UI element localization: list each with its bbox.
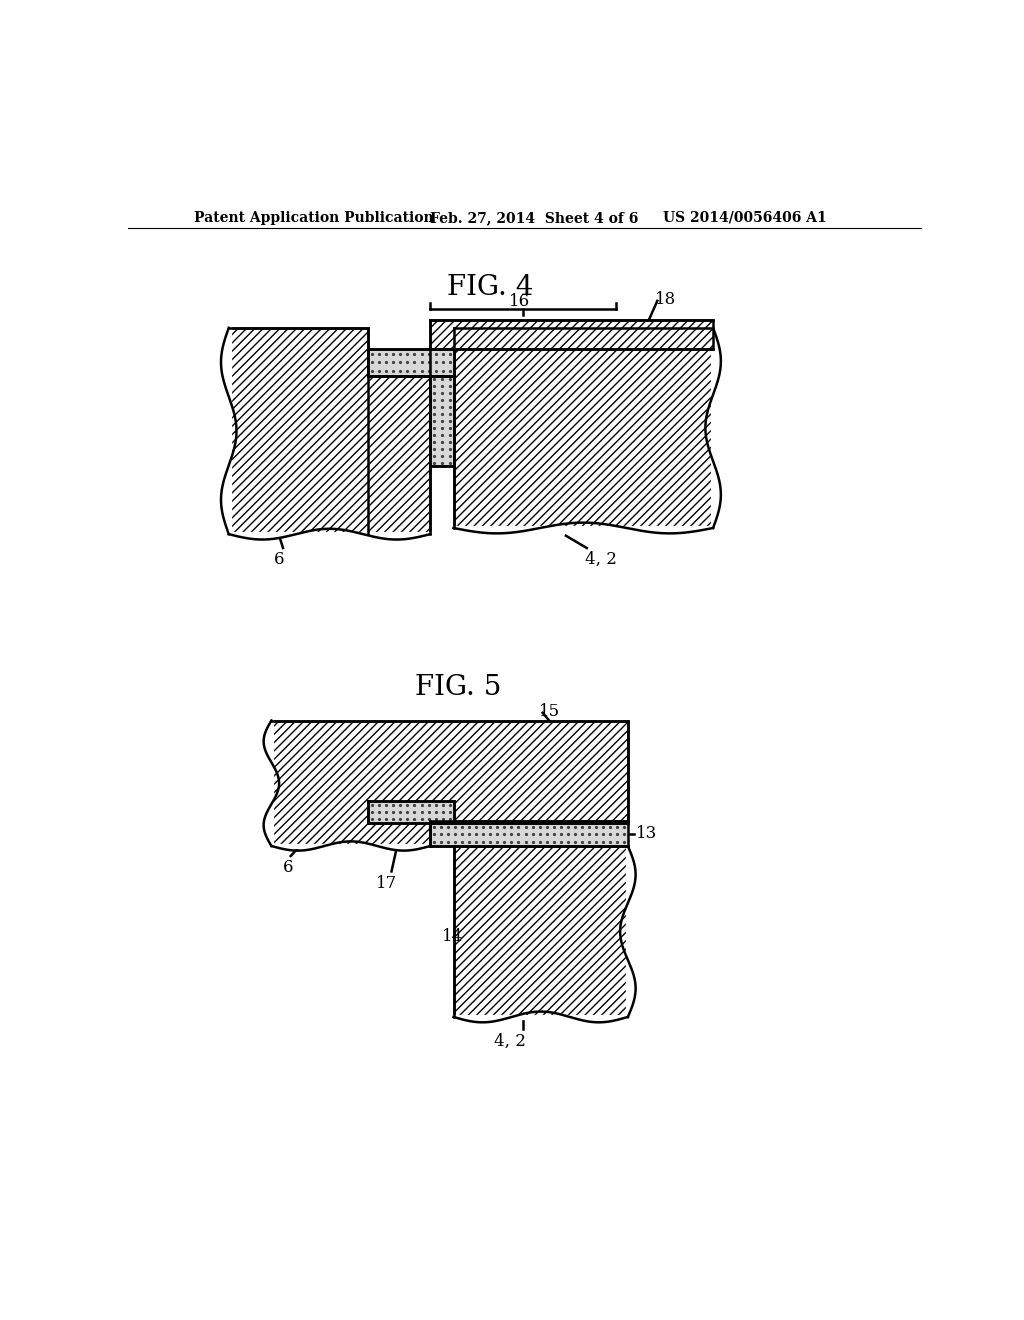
Text: 18: 18 [655, 290, 676, 308]
Text: FIG. 4: FIG. 4 [447, 275, 534, 301]
Text: 16: 16 [509, 293, 530, 310]
Text: 4, 2: 4, 2 [586, 552, 617, 568]
Polygon shape [271, 721, 628, 846]
Bar [430, 822, 628, 846]
Text: 13: 13 [636, 825, 656, 842]
Bar [454, 846, 628, 1016]
Text: 17: 17 [376, 875, 397, 891]
Bar [454, 327, 713, 528]
Text: FIG. 5: FIG. 5 [415, 675, 501, 701]
Text: 6: 6 [283, 859, 294, 876]
Text: 6: 6 [273, 552, 285, 568]
Text: US 2014/0056406 A1: US 2014/0056406 A1 [663, 211, 826, 224]
Polygon shape [228, 327, 430, 535]
Bar [430, 321, 713, 350]
Bar [369, 350, 454, 376]
Text: Patent Application Publication: Patent Application Publication [194, 211, 433, 224]
Bar [454, 327, 713, 528]
Text: 15: 15 [539, 702, 560, 719]
Bar [430, 376, 454, 466]
Bar [430, 321, 713, 350]
Text: 4, 2: 4, 2 [495, 1032, 526, 1049]
Text: 14: 14 [442, 928, 463, 945]
Bar [454, 846, 628, 1016]
Bar [369, 801, 454, 822]
Text: Feb. 27, 2014  Sheet 4 of 6: Feb. 27, 2014 Sheet 4 of 6 [430, 211, 639, 224]
